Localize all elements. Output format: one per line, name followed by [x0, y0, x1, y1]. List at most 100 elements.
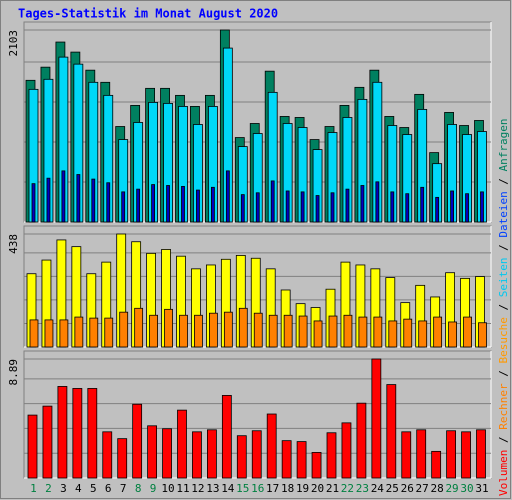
bar [134, 307, 144, 348]
bar [285, 190, 290, 223]
bar [298, 315, 308, 348]
bar [330, 192, 335, 223]
bar [106, 182, 111, 223]
x-tick-label: 23 [356, 482, 369, 495]
x-tick-label: 1 [30, 482, 37, 495]
x-tick-label: 25 [386, 482, 399, 495]
x-tick-label: 11 [176, 482, 189, 495]
bar [401, 431, 412, 479]
legend-separator: / [497, 238, 510, 258]
bar [358, 316, 368, 348]
bar [420, 186, 425, 223]
x-tick-label: 22 [341, 482, 354, 495]
bar [343, 314, 353, 348]
bar [431, 450, 442, 479]
x-tick-label: 9 [150, 482, 157, 495]
bar [300, 191, 305, 223]
x-tick-label: 26 [401, 482, 414, 495]
bar [463, 316, 472, 348]
legend-separator: / [497, 364, 510, 384]
bar [416, 429, 427, 479]
bar [296, 441, 307, 479]
bar [356, 402, 367, 479]
bar [177, 409, 187, 479]
bar [238, 307, 248, 348]
x-tick-label: 28 [431, 482, 444, 495]
bar [166, 185, 170, 223]
bar [315, 195, 320, 223]
bar [270, 180, 275, 223]
bar [311, 452, 322, 479]
bar [87, 388, 98, 479]
bar [57, 386, 68, 479]
x-tick-label: 4 [75, 482, 82, 495]
legend-separator: / [497, 430, 510, 450]
x-tick-label: 15 [236, 482, 249, 495]
bar [433, 316, 443, 348]
bar [373, 316, 383, 348]
bar [181, 185, 185, 223]
bar [255, 192, 260, 223]
x-tick-label: 27 [416, 482, 429, 495]
bar [206, 429, 217, 479]
bar [345, 188, 350, 223]
bar [117, 438, 128, 479]
bar [104, 317, 114, 348]
bar [328, 315, 338, 348]
x-tick-label: 6 [105, 482, 112, 495]
y-tick-label: 8.89 [7, 359, 20, 386]
x-tick-label: 10 [161, 482, 174, 495]
bar [27, 414, 38, 479]
x-tick-label: 13 [206, 482, 219, 495]
bar [405, 193, 410, 223]
bar [435, 196, 440, 223]
bar [448, 321, 458, 348]
bar [418, 320, 428, 348]
bar [221, 395, 232, 479]
bar [223, 311, 233, 348]
legend-separator: / [497, 297, 510, 317]
x-tick-label: 14 [221, 482, 235, 495]
x-tick-label: 24 [371, 482, 385, 495]
bar [341, 422, 352, 479]
bar [59, 319, 69, 348]
bar [44, 319, 54, 348]
bar [46, 177, 51, 223]
bar [196, 189, 200, 223]
y-tick-label: 438 [7, 234, 20, 254]
bar [478, 322, 487, 348]
legend: Volumen / Rechner / Besuche / Seiten / D… [497, 118, 510, 496]
chart-title: Tages-Statistik im Monat August 2020 [18, 7, 278, 21]
bar [76, 174, 81, 223]
bar [266, 413, 277, 479]
bar [42, 405, 53, 479]
x-tick-label: 8 [135, 482, 142, 495]
bar [149, 314, 159, 348]
bar [119, 311, 129, 348]
bar [31, 183, 36, 223]
bar [283, 314, 293, 348]
legend-entry: Volumen [497, 450, 510, 496]
x-tick-label: 12 [191, 482, 204, 495]
bar [225, 170, 230, 223]
bar [102, 431, 113, 479]
x-tick-label: 19 [296, 482, 309, 495]
bar [240, 194, 245, 223]
legend-entry: Seiten [497, 258, 510, 298]
y-tick-label: 2103 [7, 30, 20, 57]
bar [162, 428, 172, 479]
x-tick-label: 20 [311, 482, 324, 495]
bar [121, 191, 126, 223]
bar [179, 314, 188, 348]
bar [164, 308, 173, 348]
x-tick-label: 5 [90, 482, 97, 495]
bar [74, 316, 84, 348]
bar [446, 430, 457, 479]
x-tick-label: 21 [326, 482, 339, 495]
legend-entry: Dateien [497, 191, 510, 237]
bar [151, 184, 156, 223]
legend-entry: Besuche [497, 317, 510, 363]
x-tick-label: 7 [120, 482, 127, 495]
bar [29, 319, 39, 348]
